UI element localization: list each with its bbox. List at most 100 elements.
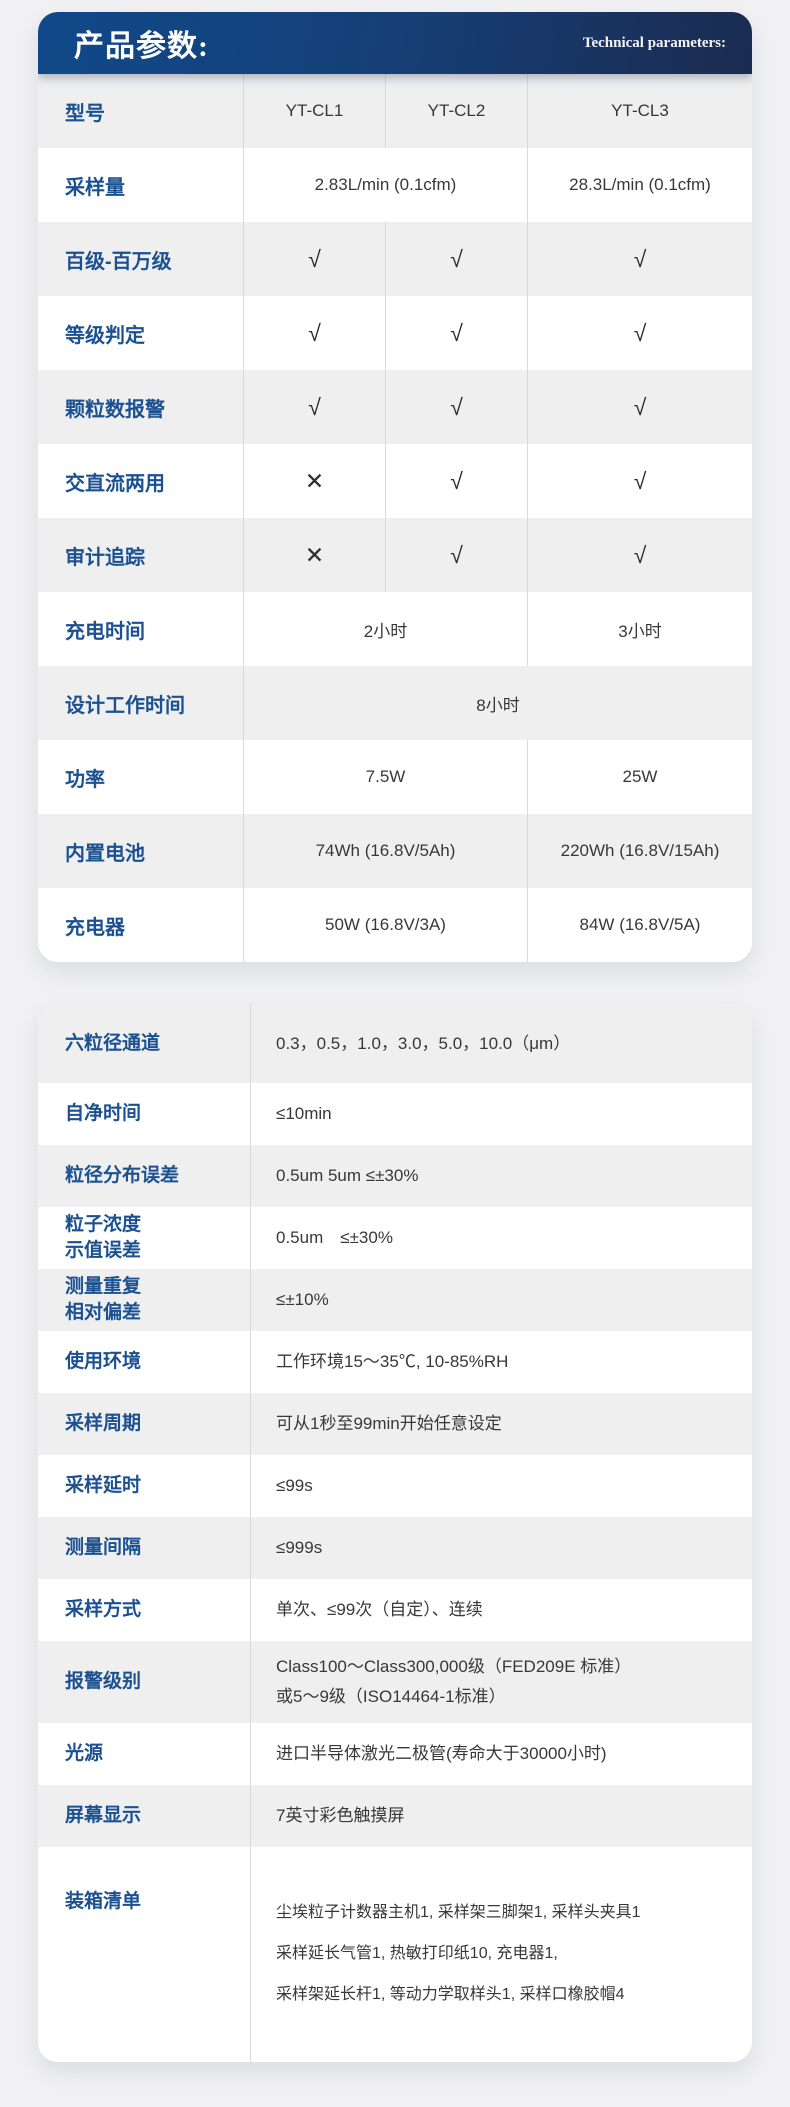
check-icon: √	[527, 370, 752, 444]
table-row: 粒子浓度 示值误差 0.5um ≤±30%	[38, 1207, 752, 1269]
table-row: 百级-百万级 √ √ √	[38, 222, 752, 296]
row-value: 可从1秒至99min开始任意设定	[250, 1393, 752, 1455]
table-row: 采样方式 单次、≤99次（自定）、连续	[38, 1579, 752, 1641]
row-value: 0.3，0.5，1.0，3.0，5.0，10.0（μm）	[250, 1004, 752, 1083]
table-row: 等级判定 √ √ √	[38, 296, 752, 370]
spec-card-details: 六粒径通道 0.3，0.5，1.0，3.0，5.0，10.0（μm） 自净时间 ≤10…	[38, 1004, 752, 2062]
cell-value: 50W (16.8V/3A)	[243, 888, 527, 962]
cell-value: 3小时	[527, 592, 752, 666]
table-row: 屏幕显示 7英寸彩色触摸屏	[38, 1785, 752, 1847]
row-label: 充电器	[65, 916, 125, 939]
check-icon: √	[385, 296, 527, 370]
cross-icon: ✕	[243, 444, 385, 518]
row-value: 0.5um 5um ≤±30%	[250, 1145, 752, 1207]
table-row: 充电器 50W (16.8V/3A) 84W (16.8V/5A)	[38, 888, 752, 962]
spec-card-models: 产品参数: Technical parameters: 型号 YT-CL1 YT-C…	[38, 12, 752, 962]
table-row: 采样延时 ≤99s	[38, 1455, 752, 1517]
table-row: 颗粒数报警 √ √ √	[38, 370, 752, 444]
row-label: 测量间隔	[65, 1537, 142, 1559]
row-value: ≤999s	[250, 1517, 752, 1579]
row-values: 74Wh (16.8V/5Ah) 220Wh (16.8V/15Ah)	[243, 814, 752, 888]
row-value: 工作环境15～35℃, 10-85%RH	[250, 1331, 752, 1393]
row-label: 审计追踪	[65, 546, 145, 569]
cell-value: 84W (16.8V/5A)	[527, 888, 752, 962]
row-value: ≤99s	[250, 1455, 752, 1517]
row-label: 光源	[65, 1743, 104, 1765]
table-row: 审计追踪 ✕ √ √	[38, 518, 752, 592]
table-row: 设计工作时间 8小时	[38, 666, 752, 740]
row-label: 功率	[65, 768, 105, 791]
check-icon: √	[243, 296, 385, 370]
table-row: 使用环境 工作环境15～35℃, 10-85%RH	[38, 1331, 752, 1393]
row-value: 尘埃粒子计数器主机1, 采样架三脚架1, 采样头夹具1 采样延长气管1, 热敏打…	[250, 1847, 752, 2062]
spec-table-details: 六粒径通道 0.3，0.5，1.0，3.0，5.0，10.0（μm） 自净时间 ≤10…	[38, 1004, 752, 2062]
check-icon: √	[527, 518, 752, 592]
row-label: 装箱清单	[65, 1891, 142, 1912]
row-values: √ √ √	[243, 222, 752, 296]
header-subtitle: Technical parameters:	[582, 34, 726, 51]
cell-value: 28.3L/min (0.1cfm)	[527, 148, 752, 222]
row-values: ✕ √ √	[243, 444, 752, 518]
row-value: 进口半导体激光二极管(寿命大于30000小时)	[250, 1723, 752, 1785]
row-label: 报警级别	[65, 1671, 142, 1693]
check-icon: √	[243, 370, 385, 444]
row-value: ≤±10%	[250, 1269, 752, 1331]
row-values: ✕ √ √	[243, 518, 752, 592]
row-label: 颗粒数报警	[65, 398, 165, 421]
page-title: 产品参数:	[74, 30, 209, 63]
cell-value: 2.83L/min (0.1cfm)	[243, 148, 527, 222]
check-icon: √	[527, 296, 752, 370]
table-row: 装箱清单 尘埃粒子计数器主机1, 采样架三脚架1, 采样头夹具1 采样延长气管1,…	[38, 1847, 752, 2062]
table-row: 六粒径通道 0.3，0.5，1.0，3.0，5.0，10.0（μm）	[38, 1004, 752, 1083]
row-value: 单次、≤99次（自定）、连续	[250, 1579, 752, 1641]
row-label: 屏幕显示	[65, 1805, 142, 1827]
row-value: Class100～Class300,000级（FED209E 标准） 或5～9级…	[250, 1641, 752, 1723]
row-values: 2.83L/min (0.1cfm) 28.3L/min (0.1cfm)	[243, 148, 752, 222]
cell-value: 2小时	[243, 592, 527, 666]
row-label: 粒径分布误差	[65, 1165, 180, 1187]
row-values: YT-CL1 YT-CL2 YT-CL3	[243, 74, 752, 148]
row-label: 采样延时	[65, 1475, 142, 1497]
row-label: 采样周期	[65, 1413, 142, 1435]
row-label: 粒子浓度 示值误差	[65, 1214, 142, 1261]
row-label: 设计工作时间	[65, 694, 185, 717]
check-icon: √	[243, 222, 385, 296]
check-icon: √	[527, 222, 752, 296]
row-label: 采样量	[65, 176, 125, 199]
table-row: 内置电池 74Wh (16.8V/5Ah) 220Wh (16.8V/15Ah)	[38, 814, 752, 888]
table-row: 测量重复 相对偏差 ≤±10%	[38, 1269, 752, 1331]
table-row: 光源 进口半导体激光二极管(寿命大于30000小时)	[38, 1723, 752, 1785]
cell-value: YT-CL1	[243, 74, 385, 148]
table-row: 测量间隔 ≤999s	[38, 1517, 752, 1579]
cell-value: 7.5W	[243, 740, 527, 814]
row-label: 充电时间	[65, 620, 145, 643]
row-label: 测量重复 相对偏差	[65, 1276, 142, 1323]
table-row: 自净时间 ≤10min	[38, 1083, 752, 1145]
row-value: 7英寸彩色触摸屏	[250, 1785, 752, 1847]
check-icon: √	[385, 370, 527, 444]
row-label: 内置电池	[65, 842, 145, 865]
card-header: 产品参数: Technical parameters:	[38, 12, 752, 74]
row-label: 采样方式	[65, 1599, 142, 1621]
cross-icon: ✕	[243, 518, 385, 592]
row-values: 50W (16.8V/3A) 84W (16.8V/5A)	[243, 888, 752, 962]
table-row: 充电时间 2小时 3小时	[38, 592, 752, 666]
table-row: 交直流两用 ✕ √ √	[38, 444, 752, 518]
check-icon: √	[527, 444, 752, 518]
spec-table-models: 型号 YT-CL1 YT-CL2 YT-CL3 采样量 2.83L/min (0.1cfm…	[38, 74, 752, 962]
row-value: ≤10min	[250, 1083, 752, 1145]
table-row: 采样量 2.83L/min (0.1cfm) 28.3L/min (0.1cfm)	[38, 148, 752, 222]
cell-value: 220Wh (16.8V/15Ah)	[527, 814, 752, 888]
cell-value: YT-CL2	[385, 74, 527, 148]
row-label: 百级-百万级	[65, 250, 172, 273]
row-label: 六粒径通道	[65, 1032, 161, 1054]
cell-value: 74Wh (16.8V/5Ah)	[243, 814, 527, 888]
row-values: √ √ √	[243, 296, 752, 370]
cell-value: 25W	[527, 740, 752, 814]
cell-value: 8小时	[243, 666, 752, 740]
row-values: 8小时	[243, 666, 752, 740]
table-row: 型号 YT-CL1 YT-CL2 YT-CL3	[38, 74, 752, 148]
row-label: 交直流两用	[65, 472, 165, 495]
row-values: 2小时 3小时	[243, 592, 752, 666]
row-label: 型号	[65, 102, 105, 125]
